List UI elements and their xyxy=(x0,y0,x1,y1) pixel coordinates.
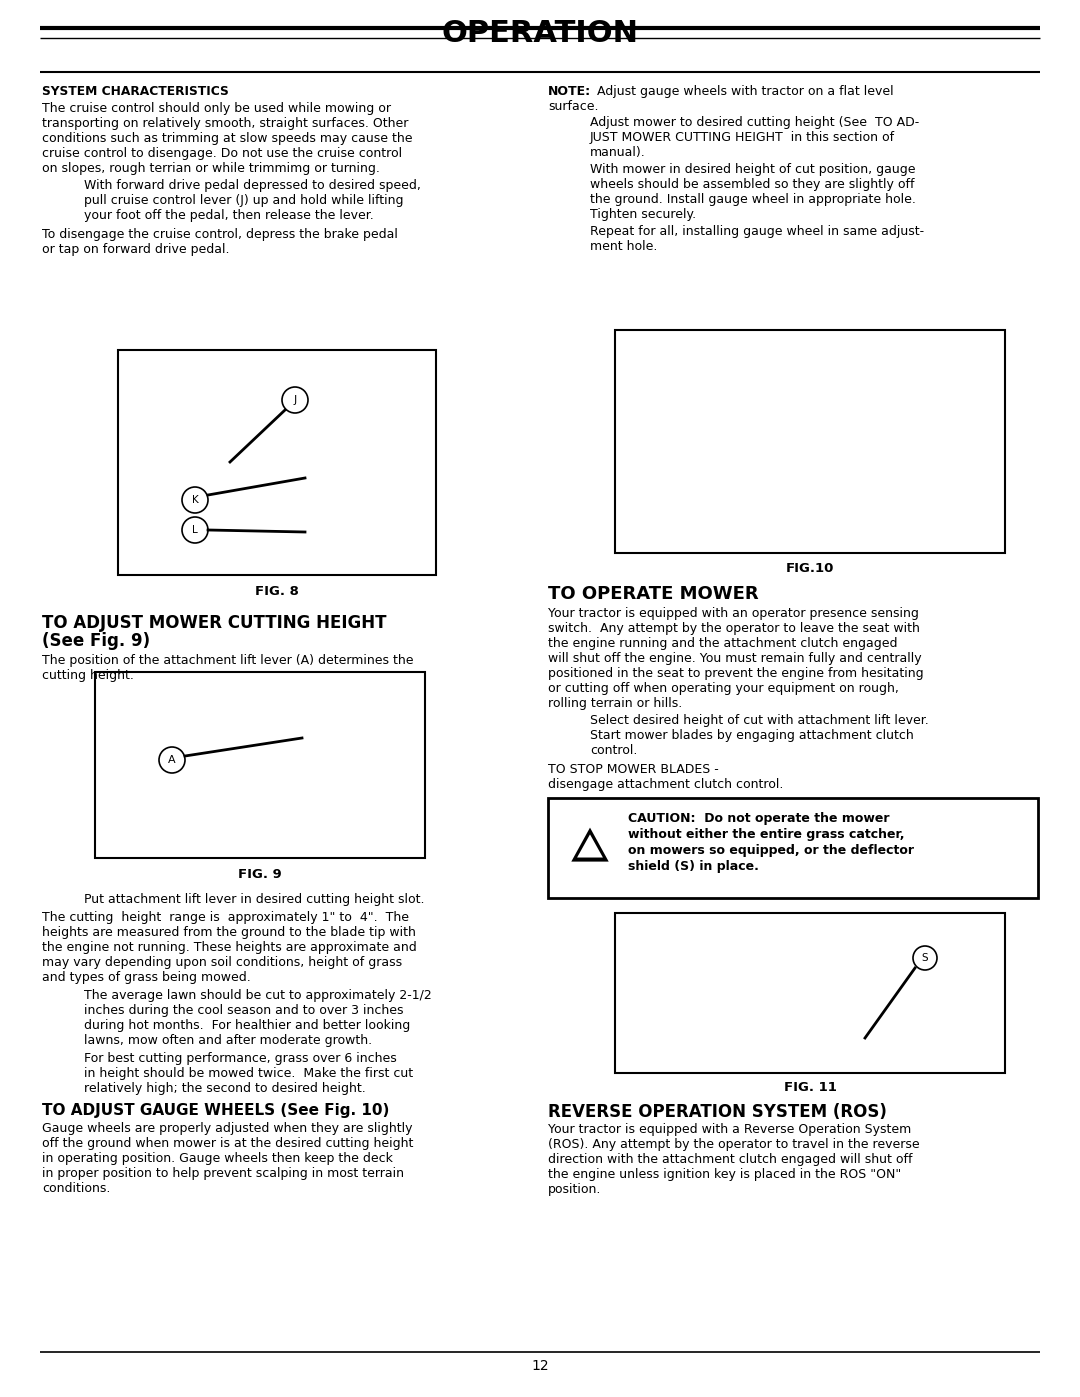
Text: For best cutting performance, grass over 6 inches: For best cutting performance, grass over… xyxy=(84,1052,396,1065)
Text: the ground. Install gauge wheel in appropriate hole.: the ground. Install gauge wheel in appro… xyxy=(590,193,916,205)
Text: position.: position. xyxy=(548,1183,602,1196)
Text: CAUTION:  Do not operate the mower: CAUTION: Do not operate the mower xyxy=(627,812,890,826)
Text: in operating position. Gauge wheels then keep the deck: in operating position. Gauge wheels then… xyxy=(42,1153,393,1165)
Bar xyxy=(118,351,436,576)
Text: and types of grass being mowed.: and types of grass being mowed. xyxy=(42,971,251,983)
Text: Repeat for all, installing gauge wheel in same adjust-: Repeat for all, installing gauge wheel i… xyxy=(590,225,924,237)
Bar xyxy=(615,914,1005,1073)
Text: surface.: surface. xyxy=(548,101,598,113)
Circle shape xyxy=(183,517,208,543)
Text: TO ADJUST GAUGE WHEELS (See Fig. 10): TO ADJUST GAUGE WHEELS (See Fig. 10) xyxy=(42,1104,390,1118)
Text: (ROS). Any attempt by the operator to travel in the reverse: (ROS). Any attempt by the operator to tr… xyxy=(548,1139,920,1151)
Text: conditions such as trimming at slow speeds may cause the: conditions such as trimming at slow spee… xyxy=(42,131,413,145)
Text: positioned in the seat to prevent the engine from hesitating: positioned in the seat to prevent the en… xyxy=(548,666,923,680)
Text: disengage attachment clutch control.: disengage attachment clutch control. xyxy=(548,778,783,791)
Text: lawns, mow often and after moderate growth.: lawns, mow often and after moderate grow… xyxy=(84,1034,373,1046)
Text: The average lawn should be cut to approximately 2-1/2: The average lawn should be cut to approx… xyxy=(84,989,432,1002)
Text: Gauge wheels are properly adjusted when they are slightly: Gauge wheels are properly adjusted when … xyxy=(42,1122,413,1134)
Text: K: K xyxy=(191,495,199,504)
Text: FIG. 11: FIG. 11 xyxy=(784,1081,836,1094)
Bar xyxy=(95,672,426,858)
Text: 12: 12 xyxy=(531,1359,549,1373)
Circle shape xyxy=(183,488,208,513)
Text: Tighten securely.: Tighten securely. xyxy=(590,208,697,221)
Text: !: ! xyxy=(585,840,594,859)
Circle shape xyxy=(913,946,937,970)
Text: the engine unless ignition key is placed in the ROS "ON": the engine unless ignition key is placed… xyxy=(548,1168,901,1180)
Polygon shape xyxy=(577,834,603,858)
Text: Your tractor is equipped with a Reverse Operation System: Your tractor is equipped with a Reverse … xyxy=(548,1123,912,1136)
Text: TO STOP MOWER BLADES -: TO STOP MOWER BLADES - xyxy=(548,763,719,775)
Text: JUST MOWER CUTTING HEIGHT  in this section of: JUST MOWER CUTTING HEIGHT in this sectio… xyxy=(590,131,895,144)
Text: L: L xyxy=(192,525,198,535)
Text: direction with the attachment clutch engaged will shut off: direction with the attachment clutch eng… xyxy=(548,1153,913,1166)
Text: FIG. 9: FIG. 9 xyxy=(238,868,282,882)
Circle shape xyxy=(282,387,308,414)
Text: manual).: manual). xyxy=(590,147,646,159)
Text: TO OPERATE MOWER: TO OPERATE MOWER xyxy=(548,585,758,604)
Text: Adjust gauge wheels with tractor on a flat level: Adjust gauge wheels with tractor on a fl… xyxy=(593,85,893,98)
Text: switch.  Any attempt by the operator to leave the seat with: switch. Any attempt by the operator to l… xyxy=(548,622,920,636)
Text: With mower in desired height of cut position, gauge: With mower in desired height of cut posi… xyxy=(590,163,916,176)
Text: or tap on forward drive pedal.: or tap on forward drive pedal. xyxy=(42,243,229,256)
Text: The position of the attachment lift lever (A) determines the: The position of the attachment lift leve… xyxy=(42,654,414,666)
Text: To disengage the cruise control, depress the brake pedal: To disengage the cruise control, depress… xyxy=(42,228,397,242)
Text: REVERSE OPERATION SYSTEM (ROS): REVERSE OPERATION SYSTEM (ROS) xyxy=(548,1104,887,1120)
Bar xyxy=(615,330,1005,553)
Text: relatively high; the second to desired height.: relatively high; the second to desired h… xyxy=(84,1083,366,1095)
Text: FIG. 8: FIG. 8 xyxy=(255,585,299,598)
Text: Select desired height of cut with attachment lift lever.: Select desired height of cut with attach… xyxy=(590,714,929,726)
Text: wheels should be assembled so they are slightly off: wheels should be assembled so they are s… xyxy=(590,177,915,191)
Text: ment hole.: ment hole. xyxy=(590,240,658,253)
Text: cutting height.: cutting height. xyxy=(42,669,134,682)
Text: pull cruise control lever (J) up and hold while lifting: pull cruise control lever (J) up and hol… xyxy=(84,194,404,207)
Text: in proper position to help prevent scalping in most terrain: in proper position to help prevent scalp… xyxy=(42,1166,404,1180)
Text: The cruise control should only be used while mowing or: The cruise control should only be used w… xyxy=(42,102,391,115)
Text: SYSTEM CHARACTERISTICS: SYSTEM CHARACTERISTICS xyxy=(42,85,229,98)
Text: the engine not running. These heights are approximate and: the engine not running. These heights ar… xyxy=(42,942,417,954)
Text: during hot months.  For healthier and better looking: during hot months. For healthier and bet… xyxy=(84,1018,410,1032)
Text: cruise control to disengage. Do not use the cruise control: cruise control to disengage. Do not use … xyxy=(42,147,402,161)
Text: With forward drive pedal depressed to desired speed,: With forward drive pedal depressed to de… xyxy=(84,179,421,191)
Text: A: A xyxy=(168,754,176,766)
Text: may vary depending upon soil conditions, height of grass: may vary depending upon soil conditions,… xyxy=(42,956,402,970)
Text: Adjust mower to desired cutting height (See  TO AD-: Adjust mower to desired cutting height (… xyxy=(590,116,919,129)
Text: shield (S) in place.: shield (S) in place. xyxy=(627,861,759,873)
Text: Put attachment lift lever in desired cutting height slot.: Put attachment lift lever in desired cut… xyxy=(84,893,424,907)
Text: (See Fig. 9): (See Fig. 9) xyxy=(42,631,150,650)
Bar xyxy=(548,798,1038,898)
Text: on mowers so equipped, or the deflector: on mowers so equipped, or the deflector xyxy=(627,844,914,856)
Text: OPERATION: OPERATION xyxy=(442,18,638,47)
Text: in height should be mowed twice.  Make the first cut: in height should be mowed twice. Make th… xyxy=(84,1067,414,1080)
Text: rolling terrain or hills.: rolling terrain or hills. xyxy=(548,697,683,710)
Text: The cutting  height  range is  approximately 1" to  4".  The: The cutting height range is approximatel… xyxy=(42,911,409,923)
Text: inches during the cool season and to over 3 inches: inches during the cool season and to ove… xyxy=(84,1004,404,1017)
Text: control.: control. xyxy=(590,745,637,757)
Text: Start mower blades by engaging attachment clutch: Start mower blades by engaging attachmen… xyxy=(590,729,914,742)
Text: the engine running and the attachment clutch engaged: the engine running and the attachment cl… xyxy=(548,637,897,650)
Text: TO ADJUST MOWER CUTTING HEIGHT: TO ADJUST MOWER CUTTING HEIGHT xyxy=(42,615,387,631)
Text: S: S xyxy=(921,953,929,963)
Text: transporting on relatively smooth, straight surfaces. Other: transporting on relatively smooth, strai… xyxy=(42,117,408,130)
Polygon shape xyxy=(571,827,609,862)
Text: conditions.: conditions. xyxy=(42,1182,110,1194)
Text: off the ground when mower is at the desired cutting height: off the ground when mower is at the desi… xyxy=(42,1137,414,1150)
Text: your foot off the pedal, then release the lever.: your foot off the pedal, then release th… xyxy=(84,210,374,222)
Text: FIG.10: FIG.10 xyxy=(786,562,834,576)
Text: on slopes, rough terrian or while trimmimg or turning.: on slopes, rough terrian or while trimmi… xyxy=(42,162,380,175)
Text: will shut off the engine. You must remain fully and centrally: will shut off the engine. You must remai… xyxy=(548,652,921,665)
Text: NOTE:: NOTE: xyxy=(548,85,591,98)
Text: or cutting off when operating your equipment on rough,: or cutting off when operating your equip… xyxy=(548,682,899,694)
Text: Your tractor is equipped with an operator presence sensing: Your tractor is equipped with an operato… xyxy=(548,608,919,620)
Circle shape xyxy=(159,747,185,773)
Text: heights are measured from the ground to the blade tip with: heights are measured from the ground to … xyxy=(42,926,416,939)
Text: J: J xyxy=(294,395,297,405)
Text: without either the entire grass catcher,: without either the entire grass catcher, xyxy=(627,828,905,841)
